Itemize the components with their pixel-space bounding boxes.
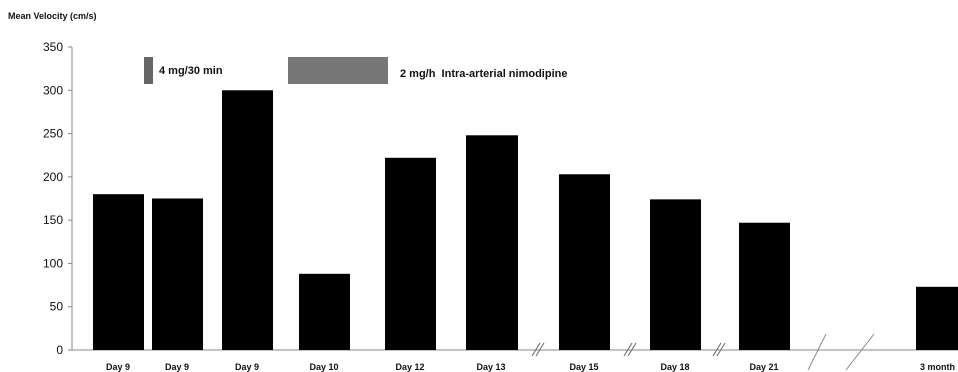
bar (152, 198, 203, 350)
y-axis-ticks: 0 50 100 150 200 250 300 350 (43, 40, 72, 357)
x-tick-label: Day 9 (235, 362, 259, 372)
bar (466, 135, 518, 350)
axis-break-mark (807, 333, 827, 371)
bar (385, 157, 436, 350)
bar (739, 222, 790, 350)
axis-break-mark (627, 342, 637, 357)
axis-break-mark (535, 342, 545, 357)
y-tick-label: 350 (43, 40, 63, 54)
x-tick-label: Day 9 (165, 362, 189, 372)
y-tick-label: 100 (43, 256, 63, 270)
y-tick-label: 0 (56, 343, 63, 357)
axis-break-mark (712, 342, 722, 357)
x-tick-label: Day 10 (309, 362, 338, 372)
annotation-4mg-bar (144, 57, 153, 84)
y-tick-label: 50 (50, 300, 64, 314)
axis-break-mark (845, 333, 875, 371)
axis-break-mark (716, 342, 726, 357)
axis-break-mark (531, 342, 541, 357)
x-tick-label: Day 12 (395, 362, 424, 372)
y-axis-label: Mean Velocity (cm/s) (8, 11, 97, 21)
bar (916, 286, 958, 350)
y-tick-label: 200 (43, 170, 63, 184)
bar (93, 194, 144, 350)
bar (650, 199, 701, 350)
x-tick-label: Day 21 (749, 362, 778, 372)
y-tick-label: 150 (43, 213, 63, 227)
annotation-4mg: 4 mg/30 min (144, 57, 223, 84)
annotation-2mgh-bar (288, 57, 388, 84)
x-tick-label: Day 9 (106, 362, 130, 372)
x-tick-label: Day 18 (660, 362, 689, 372)
axis-breaks (531, 333, 875, 371)
bar (222, 90, 273, 351)
axis-break-mark (623, 342, 633, 357)
x-tick-label: 3 month (920, 362, 955, 372)
bar (299, 273, 350, 350)
annotation-4mg-label: 4 mg/30 min (159, 65, 223, 77)
y-tick-label: 300 (43, 83, 63, 97)
bars: Day 9 Day 9 Day 9 Day 10 Day 12 Day 13 Day 15 D… (93, 90, 958, 372)
x-tick-label: Day 13 (476, 362, 505, 372)
x-tick-label: Day 15 (569, 362, 598, 372)
bar (559, 174, 610, 350)
annotation-2mgh-label: 2 mg/h Intra-arterial nimodipine (400, 68, 567, 80)
y-tick-label: 250 (43, 127, 63, 141)
annotation-2mgh: 2 mg/h Intra-arterial nimodipine (288, 57, 567, 84)
